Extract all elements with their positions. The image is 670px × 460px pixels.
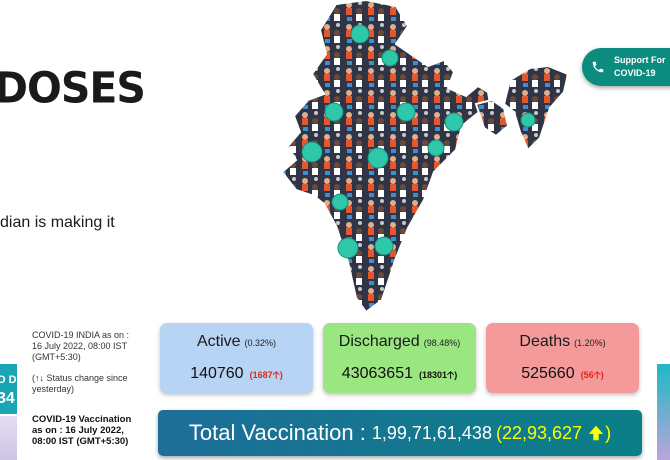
side-banner[interactable]: O D 34: [0, 364, 17, 414]
discharged-label: Discharged: [338, 333, 420, 350]
active-value: 140760: [190, 365, 244, 382]
discharged-change-value: 18301: [421, 370, 448, 380]
total-vaccination-bar: Total Vaccination : 1,99,71,61,438 (22,9…: [158, 410, 642, 456]
discharged-percent: (98.48%): [423, 338, 461, 348]
active-label: Active: [196, 333, 241, 350]
active-change-value: 1687: [252, 370, 273, 380]
right-banner-strip[interactable]: [657, 364, 670, 460]
status-change-legend: (↑↓ Status change since yesterday): [32, 373, 128, 394]
hero-subtext: dian is making it: [0, 214, 115, 231]
side-banner-line1: O D: [0, 374, 17, 386]
side-banner-line2: 34: [0, 390, 15, 407]
arrow-up-icon: 🡡: [272, 370, 280, 381]
hero-heading: DOSES: [0, 62, 146, 114]
support-line1: Support For: [614, 55, 666, 65]
stats-date-line: COVID-19 INDIA as on : 16 July 2022, 08:…: [32, 330, 130, 362]
discharged-change: (18301🡡): [418, 370, 458, 381]
active-card: Active (0.32%) 140760 (1687🡡): [160, 323, 313, 393]
deaths-value: 525660: [521, 365, 575, 382]
vaccination-change-close: ): [605, 422, 612, 443]
support-line2: COVID-19: [614, 68, 656, 78]
deaths-change: (56🡡): [580, 370, 604, 381]
arrow-up-icon: [588, 425, 604, 440]
support-covid-button[interactable]: Support For COVID-19: [582, 48, 670, 86]
deaths-label: Deaths: [519, 333, 571, 350]
side-banner-image: [0, 416, 17, 460]
discharged-value: 43063651: [341, 365, 413, 382]
stats-date-note: COVID-19 INDIA as on : 16 July 2022, 08:…: [32, 330, 138, 395]
deaths-percent: (1.20%): [574, 338, 606, 348]
arrow-up-icon: 🡡: [447, 370, 455, 381]
deaths-change-value: 56: [583, 370, 594, 380]
vaccination-change-value: (22,93,627: [495, 422, 583, 443]
vaccination-date-note: COVID-19 Vaccination as on : 16 July 202…: [32, 414, 132, 447]
vaccination-change: (22,93,627 ): [496, 423, 611, 444]
active-change: (1687🡡): [249, 370, 283, 381]
arrow-up-icon: 🡡: [593, 370, 601, 381]
phone-icon: [592, 61, 604, 73]
total-vaccination-value: 1,99,71,61,438: [371, 422, 492, 443]
active-percent: (0.32%): [244, 338, 277, 348]
discharged-card: Discharged (98.48%) 43063651 (18301🡡): [323, 323, 476, 393]
total-vaccination-label: Total Vaccination :: [188, 420, 366, 445]
deaths-card: Deaths (1.20%) 525660 (56🡡): [486, 323, 639, 393]
india-map-illustration: [278, 0, 578, 318]
